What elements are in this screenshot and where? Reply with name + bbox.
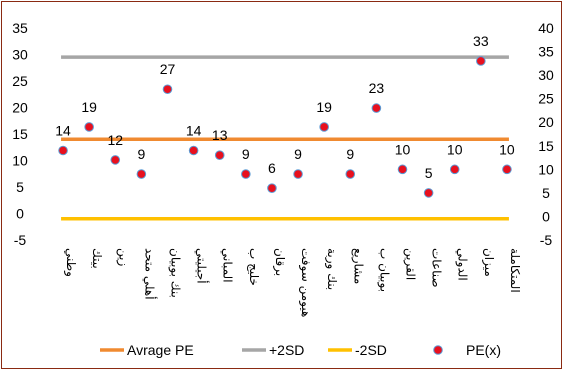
legend-label: -2SD xyxy=(355,342,387,358)
pe-point xyxy=(371,103,382,113)
pe-point xyxy=(162,84,173,95)
category-label: أجيليتي xyxy=(195,248,210,284)
pe-data-label: 33 xyxy=(473,33,489,49)
pe-point xyxy=(241,169,251,179)
category-label: صناعات xyxy=(430,248,444,288)
right-axis-tick-label: 20 xyxy=(538,114,554,130)
pe-data-label: 10 xyxy=(395,141,411,157)
left-axis-tick-label: 20 xyxy=(12,100,28,116)
pe-data-label: 14 xyxy=(186,122,202,138)
pe-point xyxy=(502,164,512,175)
pe-point xyxy=(449,164,460,175)
left-axis-tick-label: 5 xyxy=(16,179,24,195)
right-axis-tick-label: -5 xyxy=(540,232,553,248)
legend-label: PE(x) xyxy=(466,342,501,358)
pe-data-label: 14 xyxy=(55,122,71,138)
legend-label: Avrage PE xyxy=(127,342,194,358)
pe-data-label: 27 xyxy=(160,61,176,77)
pe-data-label: 9 xyxy=(346,146,354,162)
left-axis-tick-label: 35 xyxy=(12,20,28,36)
right-axis-tick-label: 30 xyxy=(538,67,554,83)
category-label: المتكاملة xyxy=(508,248,522,293)
category-label: هيومن سوفت xyxy=(298,248,313,317)
category-label: مشاريع xyxy=(350,248,365,284)
pe-point xyxy=(136,169,147,179)
right-axis-tick-label: 0 xyxy=(542,208,550,224)
category-label: القرين xyxy=(403,248,418,280)
right-axis-tick-label: 15 xyxy=(538,138,554,154)
pe-point xyxy=(267,183,277,193)
left-axis-tick-label: 25 xyxy=(12,73,28,89)
pe-point xyxy=(84,122,94,132)
left-axis-tick-label: 15 xyxy=(12,126,28,142)
pe-point xyxy=(476,56,486,66)
pe-data-label: 10 xyxy=(499,141,515,157)
category-label: بوبيان ب xyxy=(376,248,391,292)
category-label: المباني xyxy=(221,248,235,283)
category-label: وطني xyxy=(63,248,78,277)
category-label: زين xyxy=(115,248,130,266)
category-label: بنك وربة xyxy=(324,248,339,290)
right-axis-tick-label: 40 xyxy=(538,20,554,36)
category-label: خليج ب xyxy=(247,248,261,286)
pe-data-label: 19 xyxy=(81,99,97,115)
category-label: ميزان xyxy=(481,248,496,277)
pe-data-label: 19 xyxy=(316,99,332,115)
right-axis-tick-label: 35 xyxy=(538,44,554,60)
left-axis-tick-label: -5 xyxy=(14,232,27,248)
pe-data-label: 9 xyxy=(294,146,302,162)
pe-data-label: 23 xyxy=(369,80,385,96)
pe-point xyxy=(188,145,199,156)
pe-data-label: 9 xyxy=(242,146,250,162)
pe-data-label: 10 xyxy=(447,141,463,157)
right-axis-tick-label: 25 xyxy=(538,91,554,107)
right-axis-tick-label: 10 xyxy=(538,161,554,177)
left-axis-tick-label: 10 xyxy=(12,153,28,169)
pe-point xyxy=(319,122,329,132)
left-axis-tick-label: 0 xyxy=(16,206,24,222)
pe-data-label: 5 xyxy=(425,165,433,181)
pe-point xyxy=(423,188,434,198)
pe-data-label: 9 xyxy=(137,146,145,162)
pe-point xyxy=(397,164,408,175)
pe-point xyxy=(110,155,121,165)
pe-point xyxy=(214,150,225,160)
pe-point xyxy=(293,169,303,179)
category-label: بيتك xyxy=(90,248,104,269)
category-label: الدولي xyxy=(455,248,470,281)
right-axis-tick-label: 5 xyxy=(542,185,550,201)
category-label: برقان xyxy=(272,248,287,276)
legend-label: +2SD xyxy=(269,342,304,358)
category-label: بنك بوبيان xyxy=(168,248,183,298)
left-axis-tick-label: 30 xyxy=(12,47,28,63)
legend-swatch xyxy=(433,345,443,355)
pe-point xyxy=(345,169,356,179)
pe-data-label: 12 xyxy=(107,132,123,148)
pe-point xyxy=(58,145,68,156)
pe-data-label: 13 xyxy=(212,127,228,143)
pe-data-label: 6 xyxy=(268,160,276,176)
category-label: أهلي متحد xyxy=(142,248,157,300)
